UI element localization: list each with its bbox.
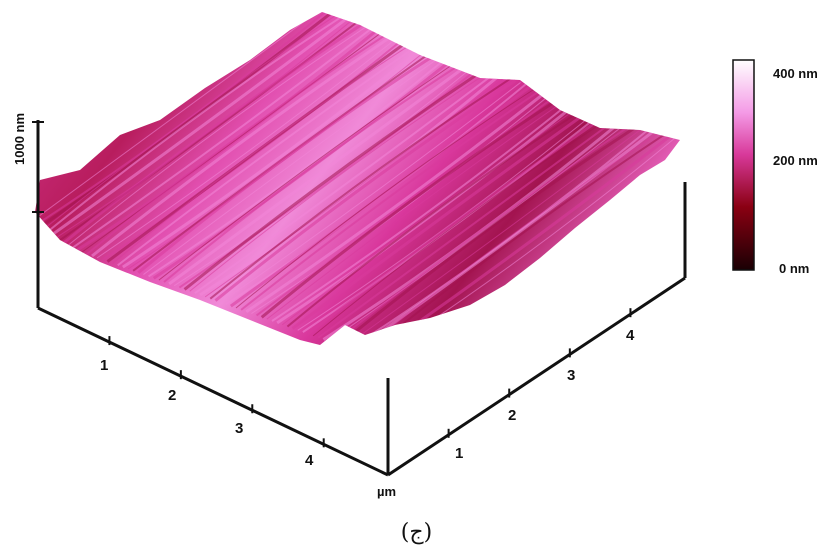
surface-ridge: [112, 43, 413, 264]
surface-ridge: [96, 37, 398, 259]
surface-ridge: [286, 105, 588, 328]
x-tick-label: 1: [100, 357, 108, 374]
surface-ridge: [91, 34, 393, 258]
surface-ridge: [271, 100, 573, 322]
figure-caption: (ج): [400, 520, 433, 545]
surface-ridge: [35, 12, 332, 235]
x-tick-label: 3: [235, 420, 243, 437]
x-tick-marks: [108, 336, 325, 448]
surface-ridge: [266, 98, 568, 320]
surface-ridge: [199, 73, 501, 297]
surface-ridge: [260, 96, 563, 319]
x-tick-label: 2: [168, 387, 176, 404]
surface-ridge: [276, 101, 579, 325]
surface-ridge: [214, 79, 517, 302]
surface-ridges: [35, 12, 676, 345]
surface-ridge: [148, 55, 450, 278]
colorbar-max-label: 400 nm: [773, 66, 818, 81]
surface-ridge: [189, 70, 490, 292]
surface-ridge: [333, 122, 635, 345]
surface-ridge: [363, 133, 666, 345]
colorbar-mid-label: 200 nm: [773, 153, 818, 168]
surface-ridge: [44, 18, 347, 241]
height-colorbar: 400 nm 200 nm 0 nm: [732, 59, 818, 276]
surface-ridge: [183, 68, 486, 291]
colorbar-gradient: [732, 59, 755, 271]
surface-ridge: [39, 16, 342, 239]
surface-ridge: [245, 90, 548, 313]
surface-ridge: [122, 45, 424, 269]
surface-ridge: [70, 27, 373, 250]
z-scale-label: 1000 nm: [12, 113, 27, 165]
y-axis-line: [387, 276, 686, 477]
surface-ridge: [35, 15, 336, 236]
surface-ridge: [158, 59, 460, 281]
surface-ridge: [291, 107, 594, 330]
surface-ridge: [312, 115, 614, 337]
y-tick-marks: [447, 308, 632, 438]
surface-ridge: [137, 51, 440, 274]
z-ticks: [32, 121, 44, 213]
y-tick-label: 4: [626, 327, 635, 344]
surface-ridge: [251, 93, 552, 314]
surface-ridge: [60, 23, 362, 247]
surface-ridge: [220, 82, 521, 303]
surface-ridge: [229, 84, 532, 308]
colorbar-min-label: 0 nm: [779, 261, 809, 276]
x-axis-line: [37, 306, 389, 477]
y-tick-label: 3: [567, 367, 575, 384]
surface-ridge: [194, 72, 496, 294]
surface-ridge: [343, 126, 645, 345]
surface-ridge: [163, 61, 465, 283]
y-tick-labels: 1 2 3 4: [455, 327, 635, 462]
surface-ridge: [35, 12, 321, 231]
surface-ridge: [209, 77, 511, 300]
surface-ridge: [317, 116, 619, 339]
surface-ridge: [117, 44, 419, 267]
surface-ridge: [204, 76, 506, 298]
axes: [36, 120, 687, 477]
surface-ridge: [337, 123, 640, 345]
axis-unit-label: µm: [377, 484, 396, 499]
surface-ridge: [81, 31, 383, 253]
y-tick-label: 1: [455, 445, 463, 462]
x-tick-labels: 1 2 3 4: [100, 357, 314, 469]
surface-mesh: [35, 12, 680, 345]
surface-ridge: [307, 112, 609, 336]
surface-ridge: [235, 87, 537, 309]
surface-ridge: [143, 54, 444, 275]
surface-ridge: [168, 62, 471, 286]
surface-ridge: [86, 33, 388, 255]
x-tick-label: 4: [305, 452, 314, 469]
surface-ridge: [65, 26, 367, 248]
surface-ridge: [353, 129, 656, 345]
surface-ridge: [359, 132, 660, 345]
y-tick-label: 2: [508, 407, 516, 424]
surface-ridge: [240, 89, 542, 311]
